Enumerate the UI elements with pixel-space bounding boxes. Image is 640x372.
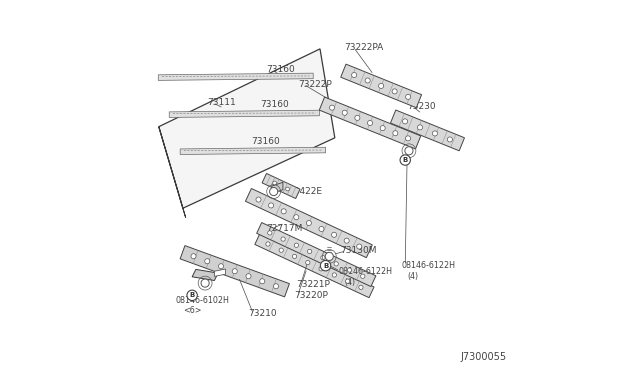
Circle shape xyxy=(321,260,331,271)
Circle shape xyxy=(334,262,339,266)
Text: 73160: 73160 xyxy=(260,100,289,109)
Circle shape xyxy=(379,83,384,89)
Circle shape xyxy=(187,290,197,301)
Circle shape xyxy=(269,187,278,196)
Circle shape xyxy=(268,231,272,235)
Circle shape xyxy=(307,249,312,254)
Circle shape xyxy=(246,274,251,279)
Polygon shape xyxy=(169,110,319,118)
Circle shape xyxy=(356,244,362,249)
Text: 08146-6102H: 08146-6102H xyxy=(175,296,229,305)
Text: 73222P: 73222P xyxy=(298,80,332,89)
Text: <6>: <6> xyxy=(183,306,202,315)
Polygon shape xyxy=(390,110,465,151)
Text: (4): (4) xyxy=(407,272,418,281)
Polygon shape xyxy=(340,64,422,108)
Text: J7300055: J7300055 xyxy=(461,352,507,362)
Text: 73160: 73160 xyxy=(252,137,280,146)
Circle shape xyxy=(433,131,438,136)
Text: 73422E: 73422E xyxy=(289,187,323,196)
Circle shape xyxy=(266,242,270,246)
Polygon shape xyxy=(158,73,313,80)
Circle shape xyxy=(205,259,210,264)
Polygon shape xyxy=(180,246,289,297)
Text: B: B xyxy=(323,263,328,269)
Circle shape xyxy=(273,284,278,289)
Circle shape xyxy=(332,273,337,277)
Circle shape xyxy=(285,187,289,191)
Circle shape xyxy=(447,137,452,142)
Circle shape xyxy=(344,238,349,243)
Circle shape xyxy=(269,203,274,208)
Circle shape xyxy=(406,94,411,99)
Text: 73221P: 73221P xyxy=(296,280,330,289)
Polygon shape xyxy=(255,234,374,298)
Text: 08146-6122H: 08146-6122H xyxy=(339,267,392,276)
Polygon shape xyxy=(180,147,326,154)
Text: (4): (4) xyxy=(344,278,355,287)
Circle shape xyxy=(406,136,410,141)
Circle shape xyxy=(359,285,363,289)
Circle shape xyxy=(201,279,209,287)
Polygon shape xyxy=(246,189,372,258)
Circle shape xyxy=(330,105,335,110)
Text: 73111: 73111 xyxy=(207,98,236,107)
Circle shape xyxy=(307,221,312,225)
Text: 73130M: 73130M xyxy=(340,246,377,255)
Polygon shape xyxy=(272,182,283,193)
Polygon shape xyxy=(257,222,376,286)
Circle shape xyxy=(294,243,298,247)
Circle shape xyxy=(342,110,348,115)
Circle shape xyxy=(281,209,286,214)
Circle shape xyxy=(417,125,422,130)
Circle shape xyxy=(306,260,310,265)
Circle shape xyxy=(281,237,285,241)
Text: 73222PA: 73222PA xyxy=(344,42,383,51)
Circle shape xyxy=(256,197,261,202)
Circle shape xyxy=(348,268,351,272)
Circle shape xyxy=(292,254,297,259)
Circle shape xyxy=(279,248,284,252)
Circle shape xyxy=(319,267,323,271)
Polygon shape xyxy=(214,269,225,276)
Circle shape xyxy=(232,269,237,274)
Text: 73210: 73210 xyxy=(248,310,276,318)
Circle shape xyxy=(218,264,223,269)
Circle shape xyxy=(392,89,397,94)
Text: 73230: 73230 xyxy=(407,102,436,111)
Circle shape xyxy=(405,147,413,155)
Text: 73160: 73160 xyxy=(266,65,295,74)
Circle shape xyxy=(319,227,324,231)
Circle shape xyxy=(400,155,410,165)
Circle shape xyxy=(191,254,196,259)
Polygon shape xyxy=(319,97,420,149)
Circle shape xyxy=(294,215,299,220)
Circle shape xyxy=(403,119,408,124)
Polygon shape xyxy=(159,49,335,208)
Circle shape xyxy=(393,131,398,136)
Circle shape xyxy=(332,232,337,237)
Circle shape xyxy=(325,252,333,260)
Text: 73220P: 73220P xyxy=(294,291,328,300)
Text: B: B xyxy=(189,292,195,298)
Text: 72717M: 72717M xyxy=(266,224,303,233)
Text: B: B xyxy=(403,157,408,163)
Polygon shape xyxy=(159,127,186,218)
Circle shape xyxy=(260,279,265,284)
Circle shape xyxy=(365,78,370,83)
Circle shape xyxy=(380,126,385,131)
Circle shape xyxy=(360,274,365,278)
Text: 08146-6122H: 08146-6122H xyxy=(401,261,456,270)
Circle shape xyxy=(321,256,325,260)
Polygon shape xyxy=(262,173,300,199)
Polygon shape xyxy=(192,269,218,280)
Circle shape xyxy=(346,279,350,283)
Circle shape xyxy=(355,115,360,121)
Circle shape xyxy=(273,181,276,185)
Circle shape xyxy=(351,73,356,77)
Circle shape xyxy=(367,121,372,125)
